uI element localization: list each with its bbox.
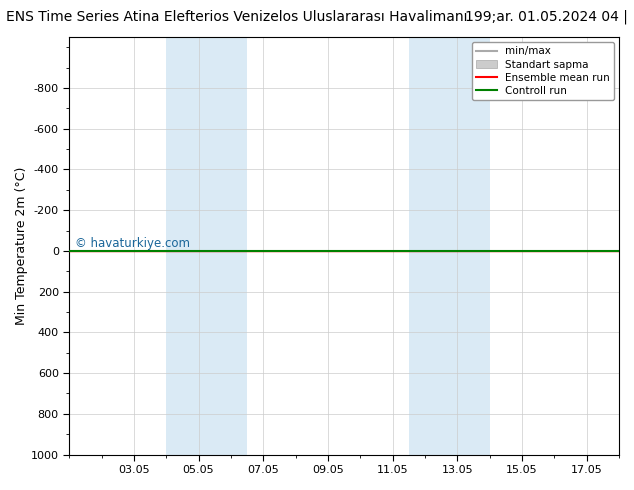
Text: 199;ar. 01.05.2024 04 |: 199;ar. 01.05.2024 04 | [465, 10, 628, 24]
Bar [409, 37, 489, 455]
Bar [166, 37, 247, 455]
Y-axis label: Min Temperature 2m (°C): Min Temperature 2m (°C) [15, 167, 28, 325]
Legend: min/max, Standart sapma, Ensemble mean run, Controll run: min/max, Standart sapma, Ensemble mean r… [472, 42, 614, 100]
Text: © havaturkiye.com: © havaturkiye.com [75, 237, 190, 250]
Text: ENS Time Series Atina Elefterios Venizelos Uluslararası Havalimanı: ENS Time Series Atina Elefterios Venizel… [6, 10, 468, 24]
